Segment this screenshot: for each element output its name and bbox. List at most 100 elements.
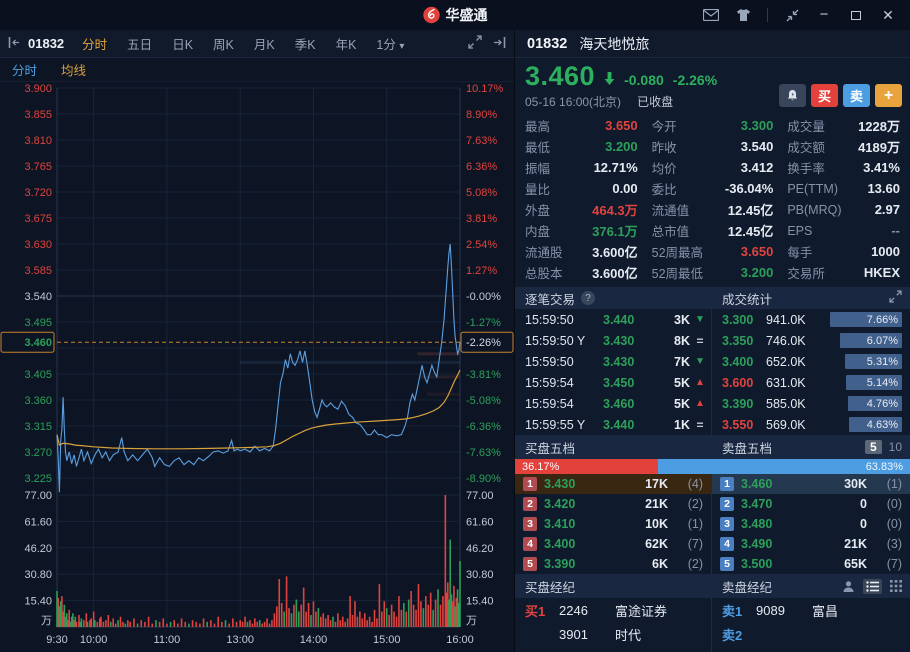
volume-dist-row: 3.300 941.0K 7.66%: [722, 309, 902, 330]
broker-id: 3230: [559, 651, 615, 652]
broker-list-view-icon[interactable]: [863, 578, 882, 594]
stat-label: PE(TTM): [787, 181, 839, 196]
dist-bar: 6.07%: [839, 333, 902, 348]
depth-level-10-toggle[interactable]: 10: [888, 440, 902, 454]
ask-level-row[interactable]: 4 3.490 21K (3): [712, 534, 910, 554]
dist-price: 3.300: [722, 312, 754, 327]
svg-text:30.80: 30.80: [24, 569, 52, 581]
bid-level-row[interactable]: 5 3.390 6K (2): [515, 554, 711, 574]
volume-dist-row: 3.600 631.0K 5.14%: [722, 372, 902, 393]
sell-button[interactable]: 卖: [843, 84, 870, 107]
stat-item: EPS --: [787, 220, 900, 241]
bid-level-row[interactable]: 2 3.420 21K (2): [515, 494, 711, 514]
tick-price: 3.430: [603, 354, 635, 369]
legend-item-分时[interactable]: 分时: [12, 64, 38, 78]
maximize-button[interactable]: [848, 7, 864, 23]
tab-月K[interactable]: 月K: [253, 38, 275, 52]
mail-icon[interactable]: [703, 7, 719, 23]
ask-size: 30K: [844, 477, 867, 491]
timeshare-chart[interactable]: 3.900 10.17% 3.855 8.90% 3.810 7.63% 3.765 6.36…: [0, 82, 515, 652]
stat-item: 每手 1000: [787, 241, 900, 262]
bid-level-badge: 4: [523, 537, 537, 551]
bid-level-row[interactable]: 1 3.430 17K (4): [515, 474, 711, 494]
expand-section-icon[interactable]: [889, 290, 902, 306]
ask-level-row[interactable]: 2 3.470 0 (0): [712, 494, 910, 514]
bid-level-row[interactable]: 4 3.400 62K (7): [515, 534, 711, 554]
volume-dist-row: 3.350 746.0K 6.07%: [722, 330, 902, 351]
ask-level-badge: 2: [720, 497, 734, 511]
broker-person-icon[interactable]: [842, 580, 855, 593]
ask-size: 65K: [844, 557, 867, 571]
tick-price: 3.430: [603, 333, 635, 348]
bid-price: 3.430: [544, 477, 576, 491]
dist-bar-track: 5.14%: [822, 375, 902, 390]
tab-季K[interactable]: 季K: [294, 38, 316, 52]
tick-price: 3.460: [603, 396, 635, 411]
price-change: -0.080: [624, 72, 664, 88]
tab-周K[interactable]: 周K: [213, 38, 234, 52]
dist-bar-track: 7.66%: [822, 312, 902, 327]
tick-trade-row[interactable]: 15:59:54 3.450 5K ▲: [525, 372, 706, 393]
tick-time: 15:59:55 Y: [525, 417, 586, 432]
ask-level-badge: 5: [720, 557, 734, 571]
bid-ask-ratio-bar: 36.17% 63.83%: [515, 459, 910, 474]
tick-size: 5K: [674, 396, 690, 411]
svg-text:10.17%: 10.17%: [466, 83, 504, 95]
ask-level-row[interactable]: 3 3.480 0 (0): [712, 514, 910, 534]
interval-dropdown[interactable]: 1分 ▾: [376, 38, 405, 52]
close-button[interactable]: ✕: [882, 6, 894, 23]
tick-trade-row[interactable]: 15:59:50 3.430 7K ▼: [525, 351, 706, 372]
stat-item: 52周最低 3.200: [652, 262, 774, 283]
tab-分时[interactable]: 分时: [82, 38, 108, 52]
tick-trade-row[interactable]: 15:59:55 Y 3.440 1K =: [525, 414, 706, 435]
app-title: 华盛通: [445, 7, 488, 23]
help-icon[interactable]: ?: [581, 291, 596, 305]
toolbar-stock-code: 01832: [28, 36, 65, 51]
tab-五日[interactable]: 五日: [127, 38, 153, 52]
alert-bell-button[interactable]: [779, 84, 806, 107]
svg-text:3.765: 3.765: [24, 161, 52, 173]
expand-right-panel-icon[interactable]: [492, 36, 506, 52]
stat-label: 成交量: [787, 120, 825, 134]
stat-item: 委比 -36.04%: [652, 178, 774, 199]
svg-text:15.40: 15.40: [24, 596, 52, 608]
minimize-button[interactable]: −: [819, 6, 829, 23]
collapse-panel-icon[interactable]: [8, 36, 22, 52]
buy-ratio-segment: 36.17%: [515, 459, 658, 474]
broker-name: 伟禄: [615, 649, 703, 652]
tick-direction-icon: ▼: [695, 314, 705, 325]
dist-bar: 7.66%: [829, 312, 902, 327]
ask-price: 3.470: [741, 497, 773, 511]
tick-time: 15:59:50: [525, 312, 574, 327]
broker-row: 3901 时代: [515, 622, 711, 646]
collapse-window-icon[interactable]: [784, 7, 800, 23]
market-status: 已收盘: [637, 95, 674, 109]
depth-level-5-toggle[interactable]: 5: [864, 440, 882, 454]
stat-value: 3.540: [740, 139, 774, 154]
bid-level-row[interactable]: 3 3.410 10K (1): [515, 514, 711, 534]
svg-text:万: 万: [41, 615, 52, 627]
tick-direction-icon: =: [696, 333, 704, 348]
add-watchlist-button[interactable]: +: [875, 84, 902, 107]
buy-button[interactable]: 买: [811, 84, 838, 107]
broker-grid-view-icon[interactable]: [890, 580, 902, 592]
fullscreen-chart-icon[interactable]: [468, 35, 482, 52]
svg-text:-7.63%: -7.63%: [466, 447, 501, 459]
stat-item: 流通值 12.45亿: [652, 199, 774, 220]
stat-label: 总股本: [525, 267, 563, 281]
tick-trade-row[interactable]: 15:59:54 3.460 5K ▲: [525, 393, 706, 414]
stat-label: 每手: [787, 246, 813, 260]
bid-price: 3.420: [544, 497, 576, 511]
tab-年K[interactable]: 年K: [335, 38, 357, 52]
tick-trade-row[interactable]: 15:59:50 Y 3.430 8K =: [525, 330, 706, 351]
dist-bar-track: 6.07%: [822, 333, 902, 348]
tab-日K[interactable]: 日K: [172, 38, 194, 52]
skin-theme-icon[interactable]: [735, 7, 751, 23]
dist-volume: 631.0K: [766, 375, 806, 390]
tick-trade-row[interactable]: 15:59:50 3.440 3K ▼: [525, 309, 706, 330]
legend-item-均线[interactable]: 均线: [61, 64, 87, 78]
ask-level-row[interactable]: 5 3.500 65K (7): [712, 554, 910, 574]
stat-item: 内盘 376.1万: [525, 220, 638, 241]
svg-text:3.810: 3.810: [24, 135, 52, 147]
ask-level-row[interactable]: 1 3.460 30K (1): [712, 474, 910, 494]
